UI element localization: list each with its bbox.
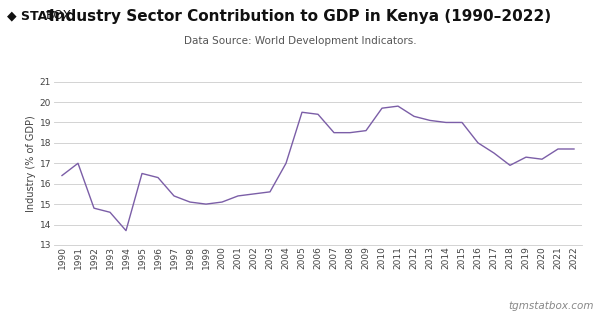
Y-axis label: Industry (% of GDP): Industry (% of GDP) (26, 115, 35, 212)
Text: Data Source: World Development Indicators.: Data Source: World Development Indicator… (184, 36, 416, 46)
Text: ◆ STAT: ◆ STAT (7, 9, 55, 22)
Text: tgmstatbox.com: tgmstatbox.com (509, 301, 594, 311)
Text: Industry Sector Contribution to GDP in Kenya (1990–2022): Industry Sector Contribution to GDP in K… (49, 9, 551, 24)
Text: BOX: BOX (46, 9, 73, 22)
